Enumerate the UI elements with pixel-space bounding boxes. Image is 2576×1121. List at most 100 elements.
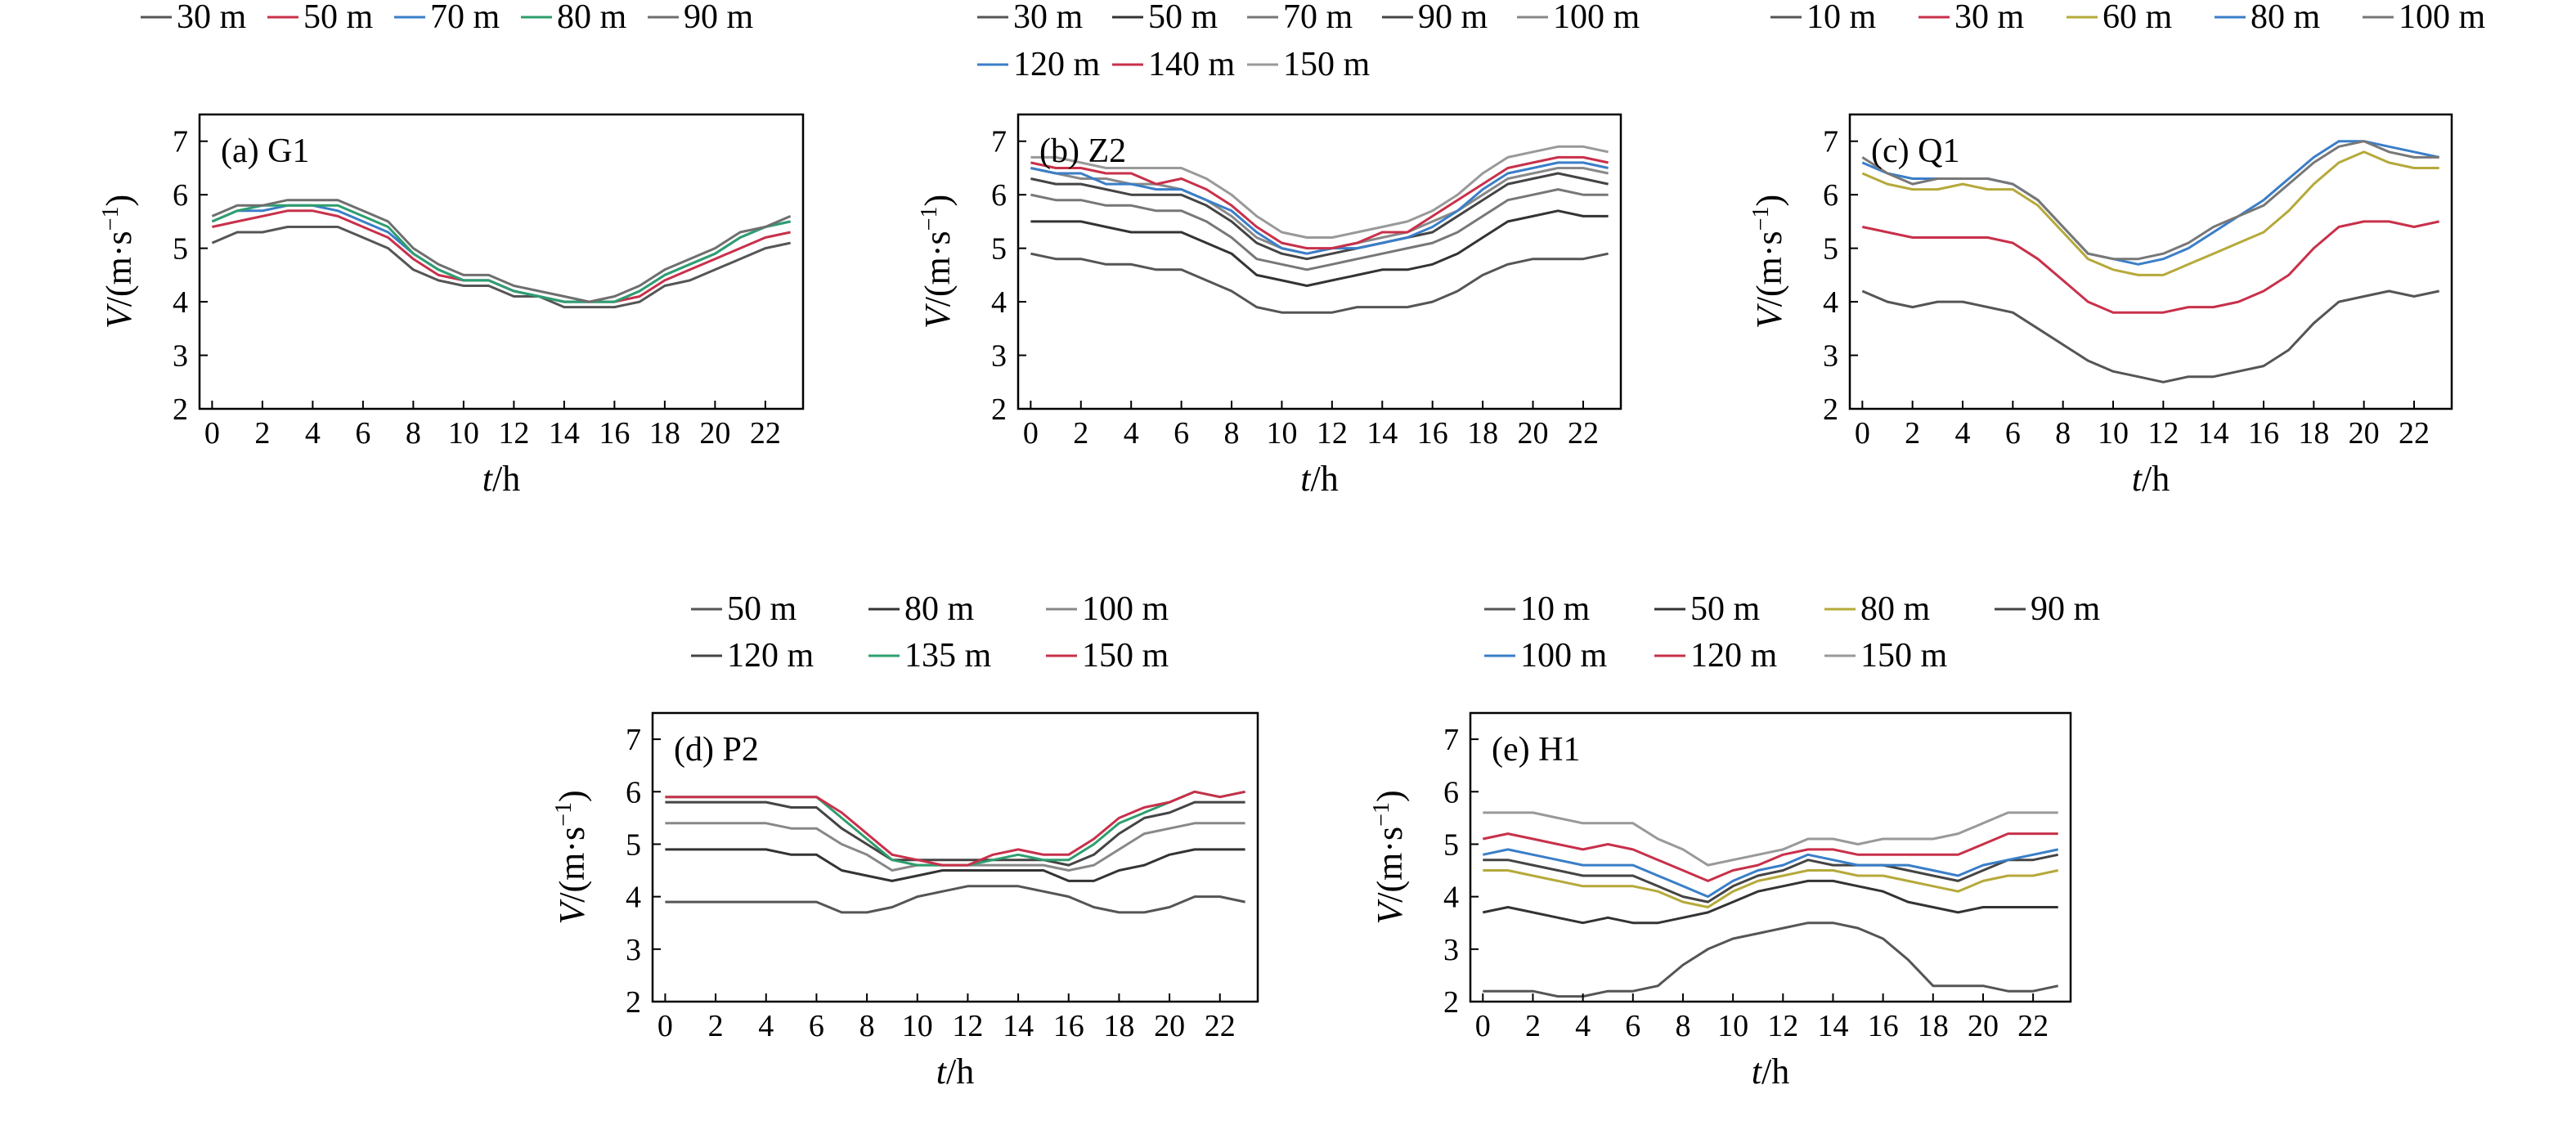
- x-tick-label: 6: [2005, 416, 2021, 451]
- x-tick-label: 0: [1855, 416, 1870, 451]
- x-tick-label: 14: [549, 416, 580, 451]
- panel-label: (e) H1: [1492, 731, 1580, 769]
- series-line: [1030, 252, 1609, 314]
- legend-entry: 150 m: [1283, 46, 1371, 83]
- plot-frame: [198, 113, 805, 410]
- y-tick-label: 7: [173, 125, 188, 159]
- x-axis-unit: /h: [946, 1051, 974, 1092]
- y-axis-variable: V: [1370, 899, 1410, 925]
- y-axis-unit-close: ): [1370, 790, 1410, 802]
- x-tick-label: 10: [1717, 1009, 1748, 1043]
- x-axis-unit: /h: [1311, 459, 1339, 499]
- y-tick-label: 7: [626, 723, 641, 757]
- x-tick-label: 22: [2399, 416, 2430, 451]
- x-axis-title: t/h: [1300, 459, 1338, 499]
- plot-frame: [1016, 113, 1622, 410]
- y-tick-label: 5: [626, 827, 641, 862]
- y-tick-label: 2: [173, 392, 188, 427]
- series-line: [1482, 832, 2058, 882]
- x-tick-label: 12: [498, 416, 529, 451]
- x-tick-label: 16: [1868, 1009, 1899, 1043]
- x-tick-label: 18: [649, 416, 680, 451]
- x-tick-label: 4: [1955, 416, 1971, 451]
- y-axis-variable: V: [99, 303, 139, 329]
- legend-entry: 70 m: [430, 0, 500, 36]
- y-axis-unit-exponent: −1: [1748, 207, 1774, 231]
- y-axis-variable: V: [918, 303, 958, 329]
- y-axis-title: V/(m·s−1): [1369, 790, 1410, 924]
- series-line: [1030, 172, 1609, 261]
- legend-entry: 70 m: [1283, 0, 1353, 36]
- panel-label: (c) Q1: [1871, 132, 1959, 170]
- x-tick-label: 16: [599, 416, 630, 451]
- panel-label: (d) P2: [674, 731, 759, 769]
- legend: 50 m 80 m 100 m 120 m 135 m 150 m: [691, 590, 1169, 675]
- y-tick-label: 6: [1823, 178, 1838, 213]
- legend-entry: 30 m: [177, 0, 247, 36]
- y-tick-label: 3: [991, 339, 1007, 374]
- legend-entry: 140 m: [1148, 46, 1236, 83]
- x-tick-label: 2: [1073, 416, 1088, 451]
- series-line: [1030, 209, 1609, 287]
- panel-label: (b) Z2: [1039, 132, 1126, 170]
- legend: 30 m 50 m 70 m 80 m 90 m: [141, 0, 754, 36]
- x-tick-label: 8: [406, 416, 421, 451]
- legend-entry: 10 m: [1806, 0, 1877, 36]
- x-tick-label: 12: [1767, 1009, 1798, 1043]
- x-axis-title: t/h: [482, 459, 520, 499]
- y-axis-unit: /(m·s: [99, 231, 139, 307]
- series-line: [1861, 150, 2439, 276]
- x-tick-label: 6: [1625, 1009, 1640, 1043]
- x-tick-label: 18: [2298, 416, 2329, 451]
- series-line: [1483, 811, 2058, 867]
- y-tick-label: 4: [626, 881, 641, 915]
- x-tick-label: 10: [2098, 416, 2129, 451]
- y-axis-unit-close: ): [552, 790, 592, 802]
- x-axis-title: t/h: [1752, 1051, 1789, 1092]
- x-tick-label: 2: [254, 416, 270, 451]
- legend-entry: 80 m: [2251, 0, 2321, 36]
- x-tick-label: 12: [1317, 416, 1348, 451]
- y-axis-variable: V: [1749, 303, 1789, 329]
- y-axis-unit: /(m·s: [918, 231, 958, 307]
- series-line: [1861, 289, 2440, 383]
- x-tick-label: 12: [952, 1009, 983, 1043]
- y-axis-title: V/(m·s−1): [1748, 195, 1789, 329]
- x-tick-label: 0: [1023, 416, 1039, 451]
- legend-entry: 150 m: [1860, 637, 1948, 675]
- y-axis-unit-exponent: −1: [1369, 802, 1394, 827]
- legend-entry: 120 m: [1690, 637, 1778, 675]
- x-tick-label: 10: [448, 416, 479, 451]
- legend-entry: 80 m: [557, 0, 627, 36]
- series-line: [1030, 155, 1609, 250]
- y-axis-title: V/(m·s−1): [917, 195, 958, 329]
- x-tick-label: 14: [1367, 416, 1398, 451]
- x-tick-label: 20: [1968, 1009, 1999, 1043]
- legend-entry: 50 m: [1690, 590, 1761, 628]
- x-tick-label: 22: [2017, 1009, 2049, 1043]
- x-axis-title: t/h: [2132, 459, 2170, 499]
- x-tick-label: 6: [1174, 416, 1189, 451]
- series-line: [665, 822, 1245, 872]
- x-axis-variable: t: [2132, 459, 2143, 499]
- legend-entry: 50 m: [303, 0, 374, 36]
- y-axis-unit-close: ): [1749, 195, 1789, 207]
- plot-frame: [651, 711, 1259, 1003]
- y-tick-label: 6: [626, 775, 641, 809]
- y-axis-title: V/(m·s−1): [551, 790, 592, 924]
- legend: 10 m 30 m 60 m 80 m 100 m: [1770, 0, 2486, 36]
- y-tick-label: 6: [991, 178, 1007, 213]
- y-tick-label: 2: [1443, 985, 1459, 1020]
- y-tick-label: 3: [1823, 339, 1838, 374]
- y-axis-unit-exponent: −1: [917, 207, 942, 231]
- y-axis-variable: V: [552, 899, 592, 925]
- x-tick-label: 20: [2349, 416, 2380, 451]
- y-tick-label: 5: [173, 232, 188, 267]
- x-tick-label: 14: [2198, 416, 2229, 451]
- x-axis-variable: t: [482, 459, 494, 499]
- series-line: [665, 885, 1245, 914]
- x-tick-label: 16: [1053, 1009, 1084, 1043]
